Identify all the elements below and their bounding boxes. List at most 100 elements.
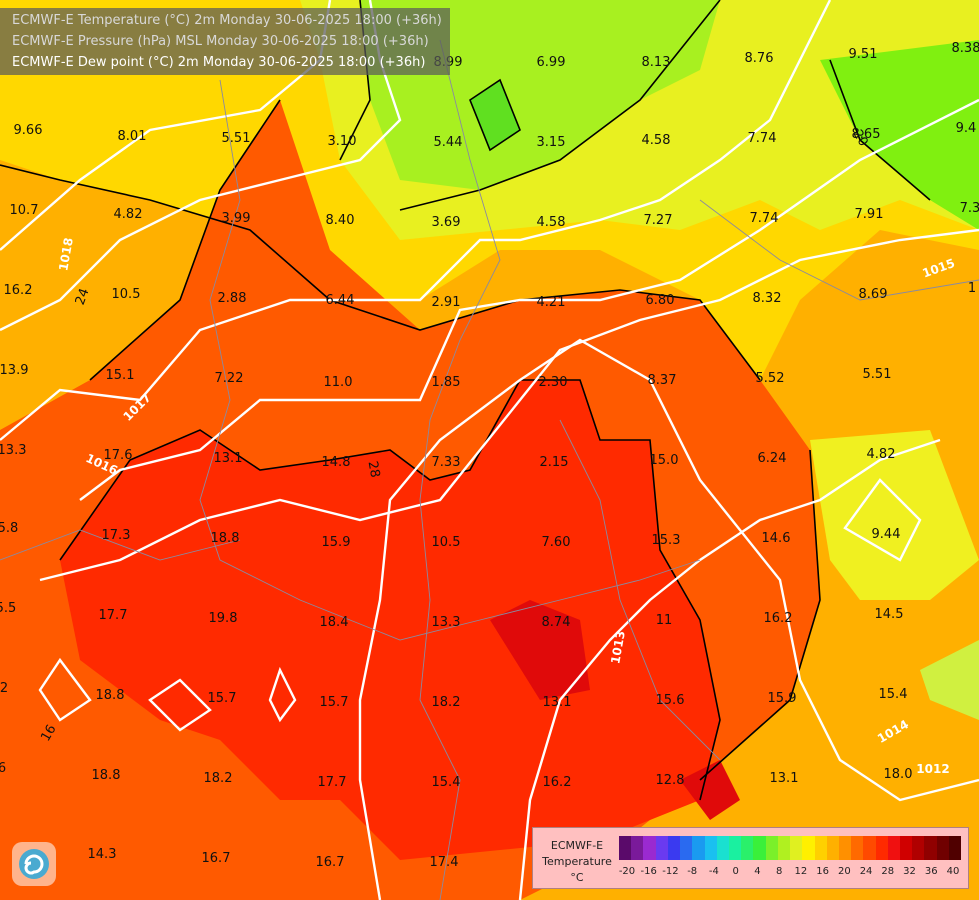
dew-point-label: 8.13 xyxy=(642,55,671,70)
colorbar-swatch xyxy=(631,836,644,860)
dew-point-label: 2.15 xyxy=(540,455,569,470)
dew-point-label: 7.91 xyxy=(855,207,884,222)
colorbar-swatch xyxy=(900,836,913,860)
dew-point-label: 14.8 xyxy=(322,455,351,470)
colorbar-swatch xyxy=(741,836,754,860)
temp-band-8-12 xyxy=(470,80,520,150)
colorbar-swatch xyxy=(728,836,742,860)
colorbar-swatch xyxy=(655,836,668,860)
dew-point-label: 11.0 xyxy=(324,375,353,390)
dew-point-label: 19.8 xyxy=(209,611,238,626)
dew-point-label: 18.8 xyxy=(92,768,121,783)
dew-point-label: 8.74 xyxy=(542,615,571,630)
colorbar-swatch xyxy=(680,836,693,860)
dew-point-label: 10.5 xyxy=(432,535,461,550)
colorbar-swatch xyxy=(924,836,937,860)
colorbar-swatch xyxy=(912,836,925,860)
dew-point-label: 17.7 xyxy=(99,608,128,623)
dew-point-label: 14.3 xyxy=(88,847,117,862)
dew-point-label: 14.6 xyxy=(762,531,791,546)
dew-point-labels: 8.996.998.138.769.518.389.668.015.513.10… xyxy=(0,41,979,870)
colorbar-tick-label: -16 xyxy=(640,866,657,877)
dew-point-label: 15.9 xyxy=(768,691,797,706)
temp-band-36-40 xyxy=(490,600,590,700)
legend-temperature: ECMWF-E Temperature (°C) 2m Monday 30-06… xyxy=(12,13,442,28)
colorbar-tick-label: -12 xyxy=(662,866,679,877)
dew-point-label: 2.30 xyxy=(539,375,568,390)
dew-point-label: 8.65 xyxy=(852,127,881,142)
colorbar-swatch xyxy=(875,836,888,860)
dew-point-label: 5.8 xyxy=(0,521,18,536)
dew-point-label: 7.74 xyxy=(750,211,779,226)
colorbar-swatch xyxy=(704,836,717,860)
dew-point-label: 2 xyxy=(0,681,8,696)
dew-point-label: 16.2 xyxy=(543,775,572,790)
colorbar-swatch xyxy=(753,836,766,860)
dew-point-label: 6.24 xyxy=(758,451,787,466)
dew-point-label: 18.2 xyxy=(432,695,461,710)
dew-point-label: 15.7 xyxy=(320,695,349,710)
legend-pressure: ECMWF-E Pressure (hPa) MSL Monday 30-06-… xyxy=(12,34,429,49)
dew-point-label: 18.4 xyxy=(320,615,349,630)
dew-point-label: 11 xyxy=(656,613,673,628)
colorbar-tick-label: 16 xyxy=(816,866,829,877)
colorbar-swatches xyxy=(619,836,962,860)
dew-point-label: 3.10 xyxy=(328,134,357,149)
temp-band-12-16-east xyxy=(820,40,979,230)
dew-point-label: 15.6 xyxy=(656,693,685,708)
colorbar-tick-label: 32 xyxy=(903,866,916,877)
dew-point-label: 3.99 xyxy=(222,211,251,226)
colorbar-title-line3: °C xyxy=(570,871,584,884)
colorbar-swatch xyxy=(716,836,729,860)
dew-point-label: 8.76 xyxy=(745,51,774,66)
colorbar-tick-label: 36 xyxy=(924,866,938,877)
colorbar-swatch xyxy=(948,836,962,860)
dew-point-label: 7.74 xyxy=(748,131,777,146)
dew-point-label: 17.3 xyxy=(102,528,131,543)
dew-point-label: 13.3 xyxy=(0,443,26,458)
temp-band-12-16 xyxy=(360,0,720,190)
dew-point-label: 9.44 xyxy=(872,527,901,542)
dew-point-label: 4.58 xyxy=(537,215,566,230)
colorbar-tick-label: 8 xyxy=(775,866,783,877)
dew-point-label: 13.1 xyxy=(770,771,799,786)
dew-point-label: 2.88 xyxy=(218,291,247,306)
dew-point-label: 6.80 xyxy=(646,293,675,308)
isotherm-label: 28 xyxy=(365,460,383,479)
isotherm-lines xyxy=(0,0,931,801)
temp-band-cool-east-2 xyxy=(920,640,979,720)
country-borders xyxy=(0,39,979,900)
dew-point-label: 13.1 xyxy=(214,451,243,466)
dew-point-label: 18.0 xyxy=(884,767,913,782)
dew-point-label: 9.51 xyxy=(849,47,878,62)
dew-point-label: 7.3 xyxy=(960,201,979,216)
colorbar-swatch xyxy=(936,836,949,860)
colorbar-swatch xyxy=(863,836,876,860)
colorbar-tick-label: 12 xyxy=(794,866,808,877)
dew-point-label: 15.7 xyxy=(208,691,237,706)
dew-point-label: 15.4 xyxy=(879,687,908,702)
dew-point-label: 4.58 xyxy=(642,133,671,148)
dew-point-label: 18.8 xyxy=(96,688,125,703)
dew-point-label: 8.40 xyxy=(326,213,355,228)
colorbar-swatch xyxy=(814,836,827,860)
dew-point-label: 1.85 xyxy=(432,375,461,390)
dew-point-label: 17.7 xyxy=(318,775,347,790)
legend-dewpoint: ECMWF-E Dew point (°C) 2m Monday 30-06-2… xyxy=(12,55,426,70)
dew-point-label: 9.66 xyxy=(14,123,43,138)
dew-point-label: 17.6 xyxy=(104,448,133,463)
dew-point-label: 5.51 xyxy=(863,367,892,382)
isotherm-label: 24 xyxy=(73,286,93,307)
dew-point-label: 7.60 xyxy=(542,535,571,550)
colorbar-swatch xyxy=(851,836,864,860)
dew-point-label: 17.4 xyxy=(430,855,459,870)
dew-point-label: 6.44 xyxy=(326,293,355,308)
dew-point-label: 8.32 xyxy=(753,291,782,306)
map-legend: ECMWF-E Temperature (°C) 2m Monday 30-06… xyxy=(0,8,450,75)
colorbar-swatch xyxy=(826,836,839,860)
dew-point-label: 16.7 xyxy=(316,855,345,870)
colorbar-title: ECMWF-E Temperature °C xyxy=(539,838,615,886)
dew-point-label: 8.38 xyxy=(952,41,979,56)
colorbar-swatch xyxy=(643,836,656,860)
